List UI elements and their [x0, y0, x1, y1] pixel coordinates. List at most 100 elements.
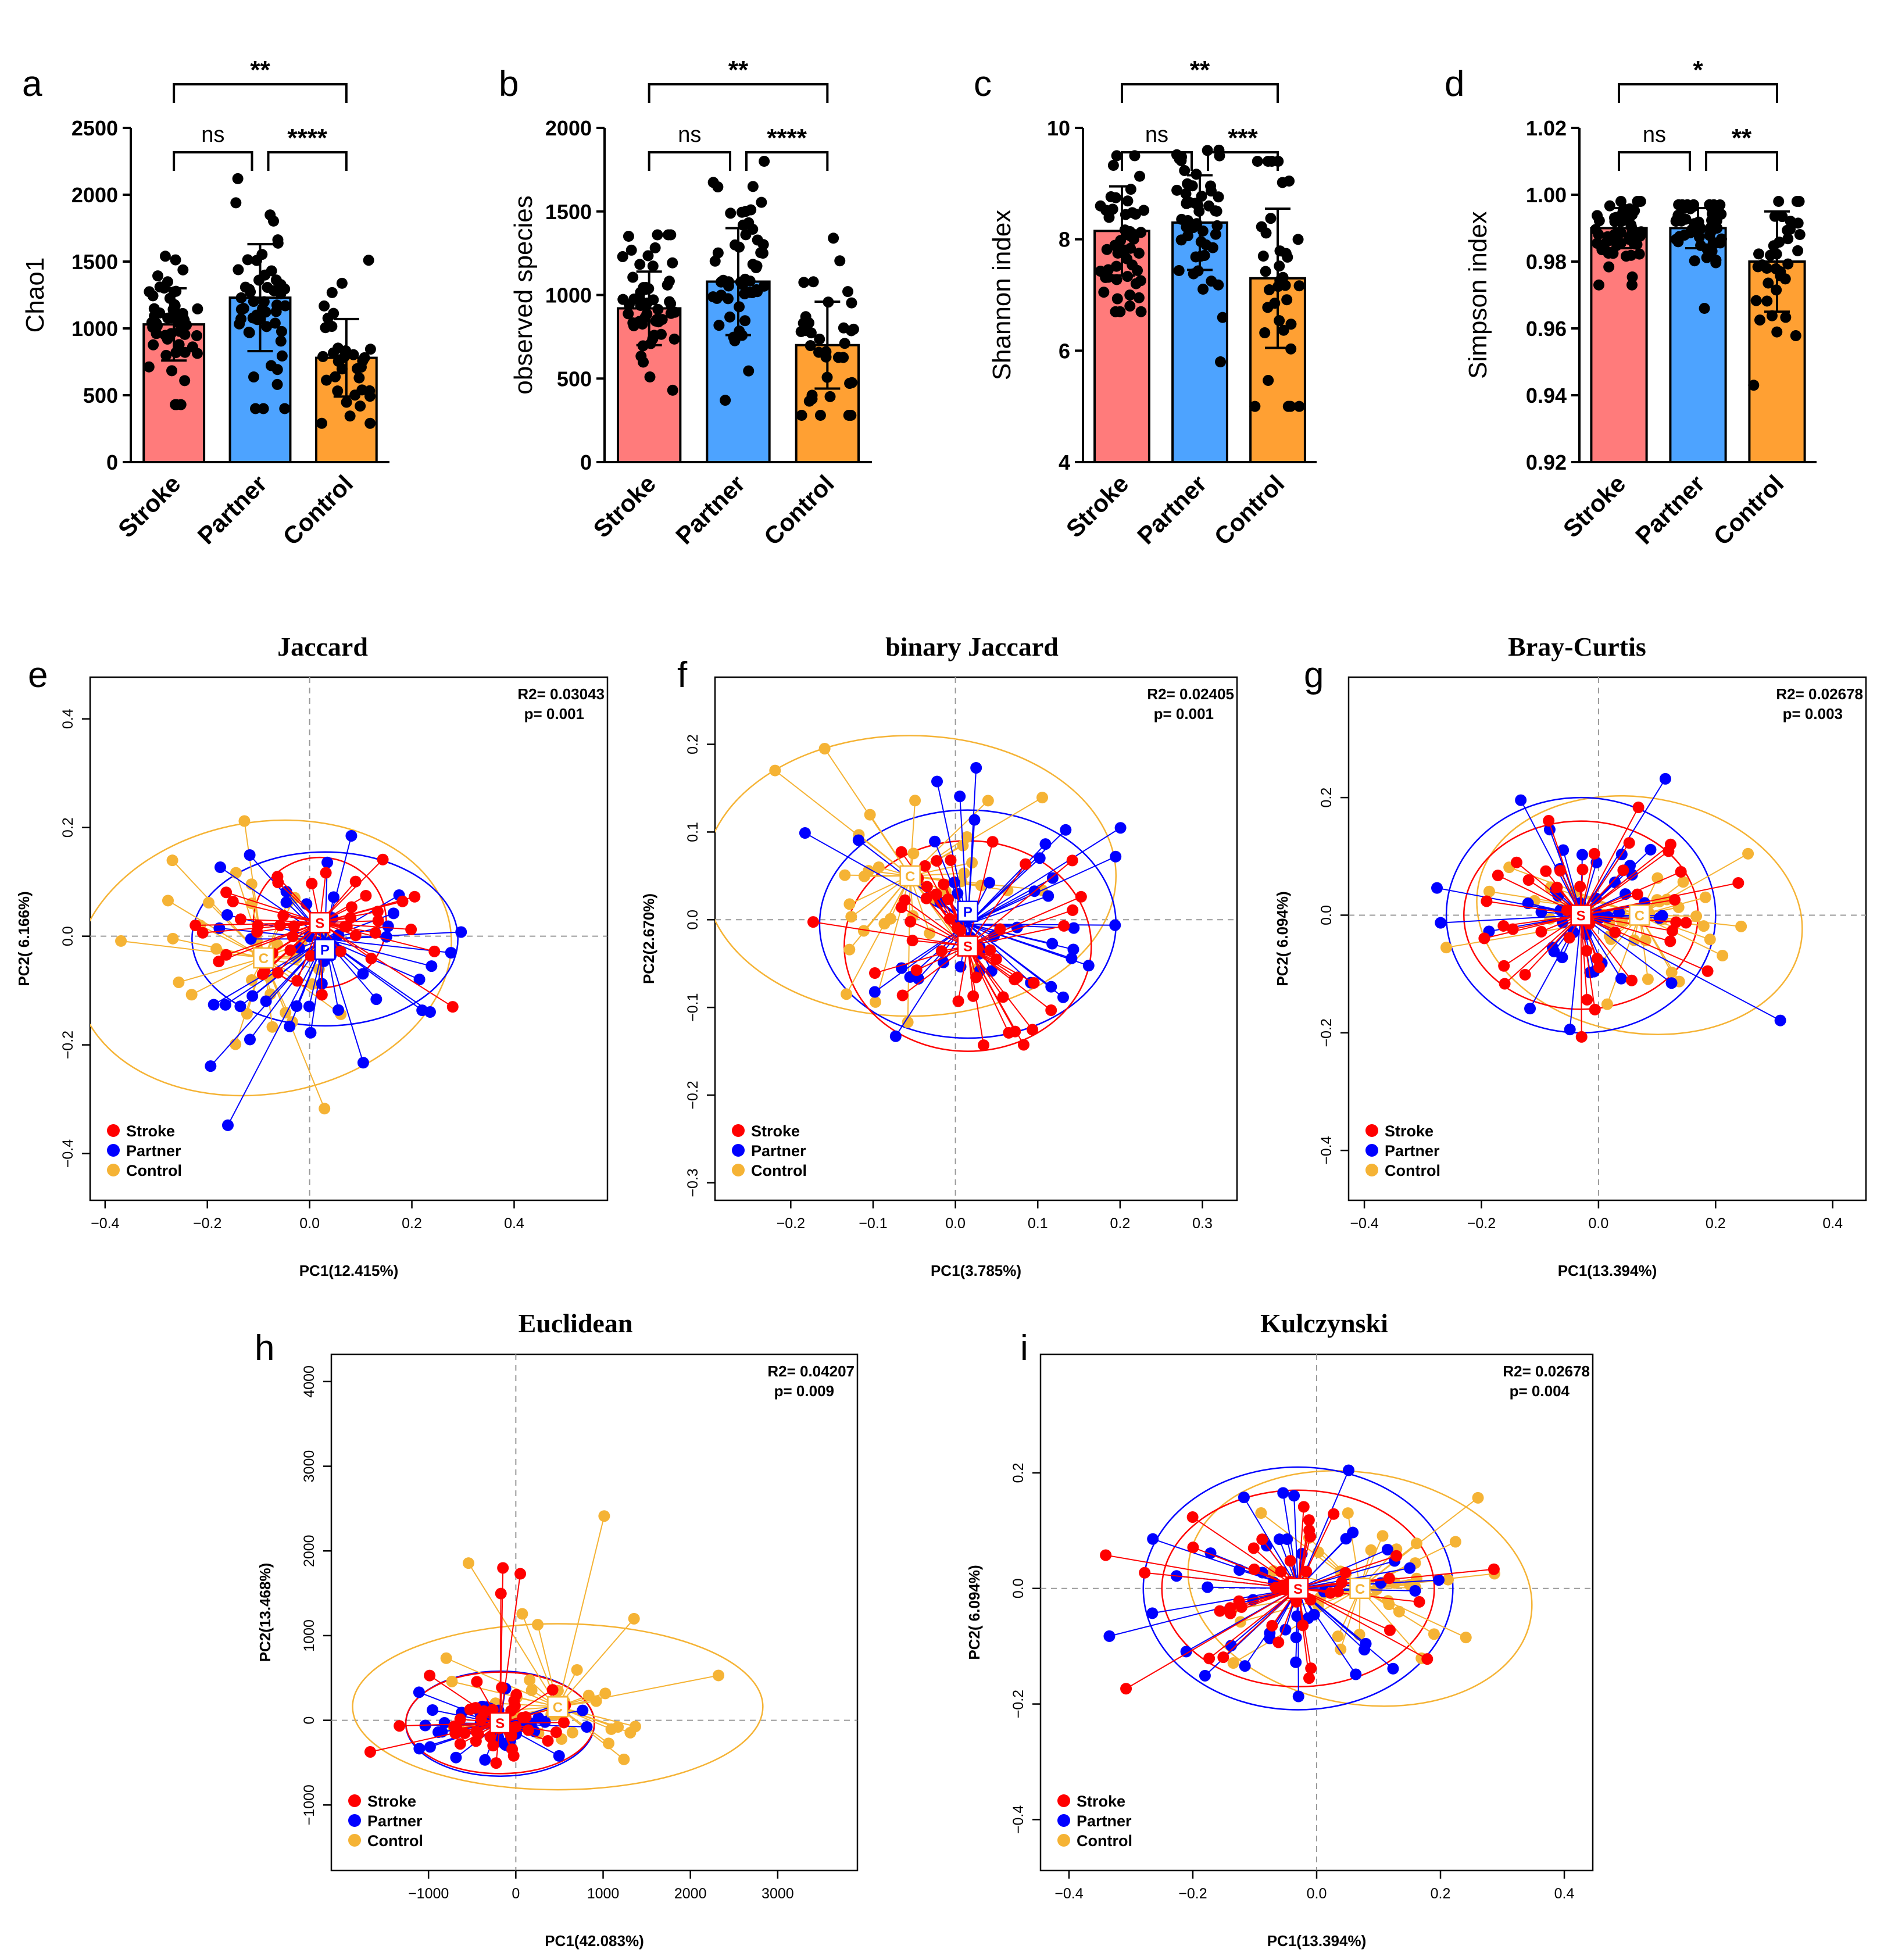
point-partner	[1308, 1608, 1320, 1621]
data-point	[1748, 380, 1760, 391]
y-tick-label: 4	[1059, 450, 1070, 474]
data-point	[625, 244, 637, 256]
spoke-stroke	[874, 945, 968, 974]
y-axis-label: PC2(13.468%)	[256, 1563, 274, 1662]
data-point	[1098, 287, 1110, 298]
point-stroke	[287, 931, 299, 943]
point-stroke	[1617, 864, 1629, 877]
y-axis-label: PC2(2.670%)	[640, 893, 657, 984]
y-tick-label: −0.2	[685, 1081, 701, 1109]
point-control	[1665, 966, 1678, 978]
data-point	[247, 312, 259, 324]
legend-marker-partner	[1365, 1144, 1378, 1157]
y-tick-label: 0.4	[60, 709, 76, 729]
data-point	[276, 350, 288, 362]
point-stroke	[1217, 1651, 1229, 1664]
x-tick-label: 0.0	[1307, 1886, 1327, 1902]
point-stroke	[196, 927, 209, 939]
spoke-partner	[324, 938, 432, 967]
y-axis-label: Chao1	[21, 257, 49, 333]
spoke-stroke	[967, 946, 1016, 1032]
y-tick-label: 0	[106, 450, 118, 474]
y-tick-label: 1000	[72, 317, 118, 341]
point-control	[1717, 950, 1729, 962]
point-partner	[1645, 843, 1657, 856]
p-value: p= 0.001	[1154, 705, 1214, 723]
point-control	[162, 895, 174, 907]
y-tick-label: −0.1	[685, 993, 701, 1021]
x-tick-label: 0.0	[945, 1215, 966, 1232]
point-stroke	[1297, 1619, 1309, 1632]
data-point	[1196, 191, 1207, 202]
point-stroke	[1383, 1624, 1396, 1636]
point-partner	[931, 775, 943, 788]
data-point	[1257, 251, 1269, 262]
data-point	[1705, 221, 1717, 233]
y-tick-label: 1.00	[1526, 183, 1567, 207]
ellipse-control	[352, 1623, 764, 1791]
point-partner	[427, 1704, 439, 1716]
point-stroke	[394, 1720, 406, 1732]
y-tick-label: 1500	[545, 200, 592, 224]
spoke-stroke	[499, 1573, 521, 1723]
y-tick-label: 4000	[301, 1365, 317, 1398]
point-partner	[246, 990, 259, 1002]
point-partner	[445, 947, 457, 959]
point-partner	[1057, 991, 1070, 1003]
legend-label: Stroke	[751, 1122, 800, 1140]
spoke-stroke	[218, 922, 320, 963]
data-point	[744, 276, 756, 287]
y-tick-label: 0.0	[1010, 1578, 1027, 1598]
point-stroke	[1297, 1501, 1310, 1513]
point-stroke	[371, 906, 384, 918]
point-partner	[1774, 1014, 1786, 1027]
point-stroke	[454, 1738, 466, 1750]
point-partner	[1082, 960, 1095, 972]
x-tick-label: −0.4	[1054, 1886, 1083, 1902]
spoke-stroke	[233, 901, 320, 924]
panel-h: h Euclidean −1000 0 1000 2000 3000 −1000 0 1000 20…	[255, 1308, 859, 1950]
point-partner	[1103, 1630, 1116, 1642]
data-point	[166, 312, 177, 324]
data-point	[1766, 310, 1778, 321]
point-control	[713, 1669, 725, 1682]
data-layer: C P S	[715, 735, 1127, 1052]
point-partner	[303, 1000, 315, 1013]
y-tick-label: 0.0	[1318, 905, 1335, 925]
r2-value: R2= 0.02678	[1503, 1362, 1590, 1380]
data-point	[664, 296, 675, 307]
point-stroke	[291, 975, 303, 987]
point-stroke	[1224, 1607, 1236, 1619]
point-stroke	[1543, 815, 1555, 827]
point-partner	[1039, 838, 1052, 850]
spoke-partner	[967, 856, 1116, 925]
y-tick-label: 500	[83, 384, 118, 407]
centroid-label: S	[315, 915, 324, 931]
point-partner	[1238, 1492, 1250, 1504]
data-point	[1631, 239, 1643, 251]
point-stroke	[921, 881, 933, 893]
legend-marker-control	[107, 1164, 120, 1176]
data-point	[709, 255, 721, 267]
data-point	[627, 271, 639, 283]
spoke-control	[468, 1562, 559, 1707]
point-partner	[1277, 1487, 1289, 1499]
point-stroke	[1328, 1508, 1340, 1520]
data-point	[805, 340, 816, 352]
point-stroke	[345, 901, 358, 913]
spoke-stroke	[1125, 1587, 1299, 1690]
point-control	[845, 911, 857, 923]
point-partner	[1515, 794, 1527, 806]
data-point	[1134, 170, 1146, 182]
data-point	[1122, 195, 1134, 207]
data-point	[1701, 252, 1713, 263]
spoke-partner	[227, 938, 326, 1126]
point-stroke	[1631, 888, 1643, 900]
significance-label: **	[1190, 56, 1210, 84]
point-stroke	[1284, 1555, 1296, 1567]
point-partner	[1409, 1585, 1421, 1597]
spoke-control	[1639, 914, 1723, 956]
significance-bracket	[648, 151, 731, 171]
data-point	[650, 315, 662, 327]
data-point	[326, 287, 338, 298]
